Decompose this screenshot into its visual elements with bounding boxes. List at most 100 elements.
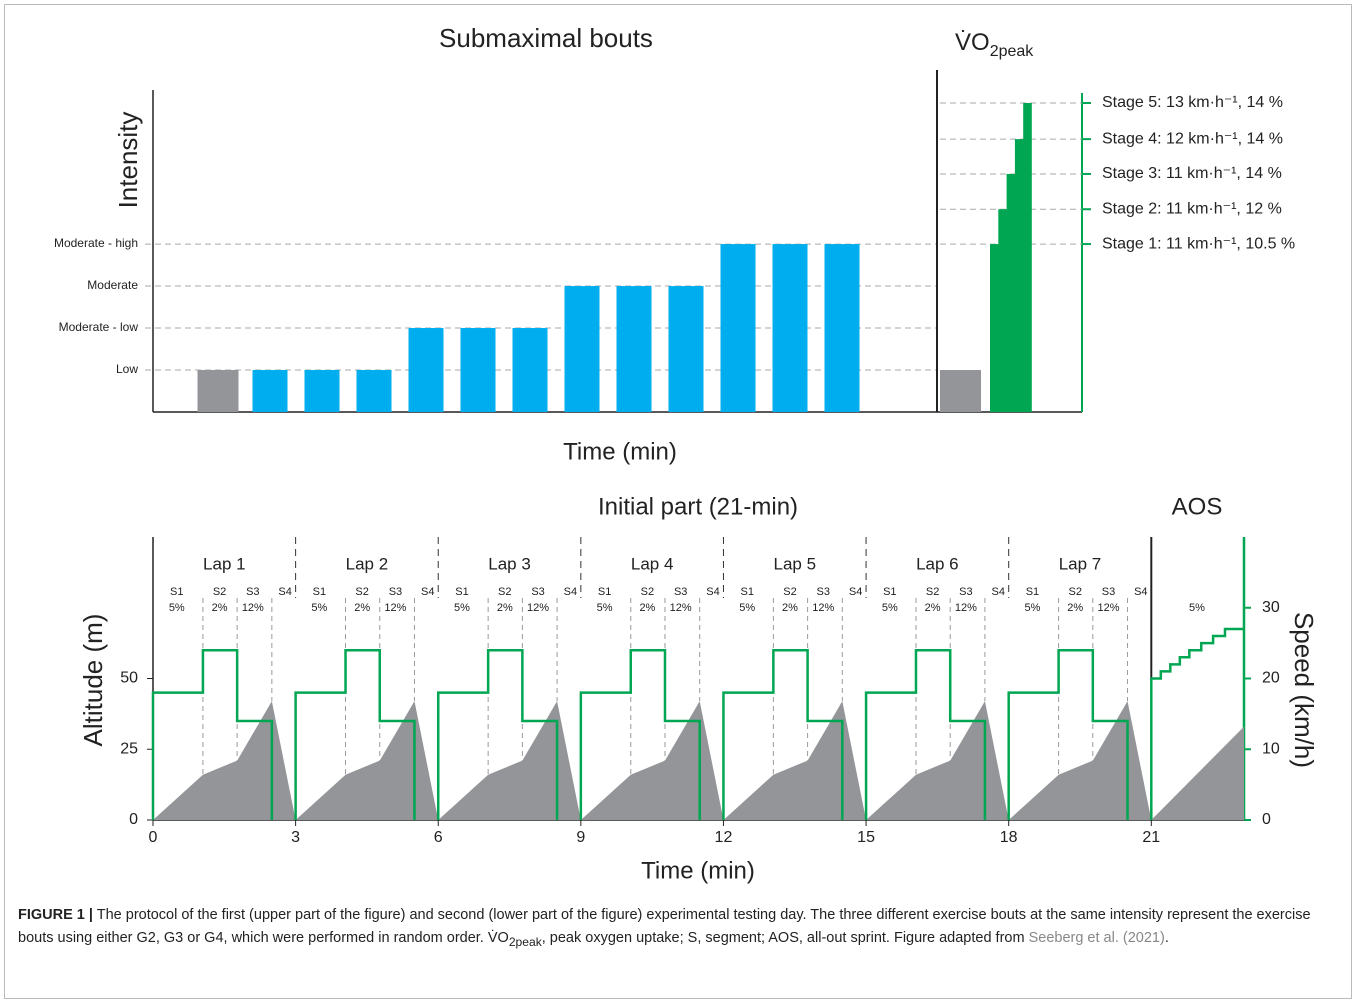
segment-grade: 2%	[212, 602, 228, 614]
vo2-title-sub: 2peak	[990, 43, 1035, 60]
y2-label: Speed (km/h)	[1289, 612, 1319, 768]
segment-label: S4	[278, 586, 291, 598]
y2-tick-label: Stage 1: 11 km·h⁻¹, 10.5 %	[1102, 235, 1295, 252]
bar	[304, 370, 340, 412]
segment-label: S1	[883, 586, 896, 598]
segment-label: S1	[598, 586, 611, 598]
segment-grade: 5%	[739, 602, 755, 614]
segment-grade: 5%	[454, 602, 470, 614]
segment-label: S3	[389, 586, 402, 598]
y-tick-label: 0	[129, 811, 138, 828]
caption-text: .	[1164, 930, 1169, 946]
segment-label: S2	[641, 586, 654, 598]
bar	[772, 244, 808, 412]
y2-tick-label: 10	[1262, 740, 1280, 757]
segment-grade: 2%	[639, 602, 655, 614]
segment-grade: 2%	[497, 602, 513, 614]
bar	[668, 286, 704, 412]
bar	[824, 244, 860, 412]
segment-label: S1	[455, 586, 468, 598]
segment-grade: 5%	[597, 602, 613, 614]
segment-grade: 12%	[527, 602, 549, 614]
y2-tick-label: Stage 3: 11 km·h⁻¹, 14 %	[1102, 165, 1282, 182]
segment-grade: 5%	[311, 602, 327, 614]
segment-label: S1	[740, 586, 753, 598]
y2-tick-label: Stage 4: 12 km·h⁻¹, 14 %	[1102, 130, 1283, 147]
segment-label: S4	[1134, 586, 1147, 598]
aos-title: AOS	[1172, 493, 1223, 520]
y2-tick-label: Stage 5: 13 km·h⁻¹, 14 %	[1102, 94, 1283, 111]
bar	[1006, 173, 1016, 412]
caption-text: , peak oxygen uptake; S, segment; AOS, a…	[541, 930, 1029, 946]
bar	[512, 328, 548, 412]
segment-grade: 2%	[354, 602, 370, 614]
segment-grade: 12%	[384, 602, 406, 614]
segment-grade: 5%	[882, 602, 898, 614]
caption-sub: 2peak	[508, 934, 542, 949]
segment-label: S2	[498, 586, 511, 598]
x-tick-label: 15	[857, 829, 875, 846]
caption-label: FIGURE 1 |	[18, 907, 93, 923]
bar	[940, 370, 981, 412]
segment-label: S2	[783, 586, 796, 598]
segment-grade: 12%	[812, 602, 834, 614]
segment-label: S1	[313, 586, 326, 598]
segment-label: S3	[531, 586, 544, 598]
caption-link[interactable]: Seeberg et al. (2021)	[1028, 930, 1165, 946]
segment-grade: 2%	[1067, 602, 1083, 614]
x-tick-label: 9	[576, 829, 585, 846]
segment-label: S1	[1026, 586, 1039, 598]
vo2-title-main: V̇O	[955, 29, 990, 57]
segment-grade: 12%	[1098, 602, 1120, 614]
segment-label: S4	[849, 586, 862, 598]
y2-tick-label: Stage 2: 11 km·h⁻¹, 12 %	[1102, 200, 1282, 217]
y-tick-label: 50	[120, 670, 138, 687]
segment-label: S4	[706, 586, 719, 598]
y-tick-label: 25	[120, 740, 138, 757]
y-tick-label: Moderate	[87, 278, 138, 292]
segment-label: S2	[1069, 586, 1082, 598]
x-tick-label: 3	[291, 829, 300, 846]
caption: FIGURE 1 | The protocol of the first (up…	[18, 904, 1336, 954]
bar	[720, 244, 756, 412]
speed-line	[151, 627, 1244, 820]
bar	[460, 328, 496, 412]
x-label: Time (min)	[641, 857, 755, 884]
lap-label: Lap 3	[488, 554, 531, 573]
segment-label: S4	[991, 586, 1004, 598]
bar	[252, 370, 288, 412]
y2-tick-label: 20	[1262, 670, 1280, 687]
bar	[616, 286, 652, 412]
figure-frame	[4, 4, 1352, 999]
x-tick-label: 21	[1142, 829, 1160, 846]
bottom-title: Initial part (21-min)	[598, 493, 798, 520]
segment-label: S1	[170, 586, 183, 598]
y-label: Intensity	[113, 112, 143, 209]
segment-grade: 12%	[670, 602, 692, 614]
aos-grade: 5%	[1189, 602, 1205, 614]
lap-label: Lap 5	[773, 554, 816, 573]
segment-grade: 12%	[242, 602, 264, 614]
bar	[1023, 103, 1032, 412]
segment-label: S2	[926, 586, 939, 598]
segment-label: S4	[564, 586, 577, 598]
bar	[564, 286, 600, 412]
y-tick-label: Low	[116, 362, 138, 376]
bar	[408, 328, 444, 412]
y-tick-label: Moderate - high	[54, 236, 138, 250]
segment-label: S3	[246, 586, 259, 598]
bar	[998, 209, 1007, 412]
segment-grade: 5%	[1025, 602, 1041, 614]
y2-tick-label: 30	[1262, 599, 1280, 616]
segment-label: S4	[421, 586, 434, 598]
segment-grade: 5%	[169, 602, 185, 614]
x-tick-label: 6	[434, 829, 443, 846]
vo2-title: V̇O2peak	[955, 29, 1034, 61]
y-label: Altitude (m)	[78, 614, 108, 747]
y2-tick-label: 0	[1262, 811, 1271, 828]
x-tick-label: 18	[1000, 829, 1018, 846]
caption-text: The protocol of the first (upper part of…	[18, 907, 1311, 946]
segment-label: S3	[1102, 586, 1115, 598]
x-tick-label: 12	[715, 829, 733, 846]
x-tick-label: 0	[149, 829, 158, 846]
